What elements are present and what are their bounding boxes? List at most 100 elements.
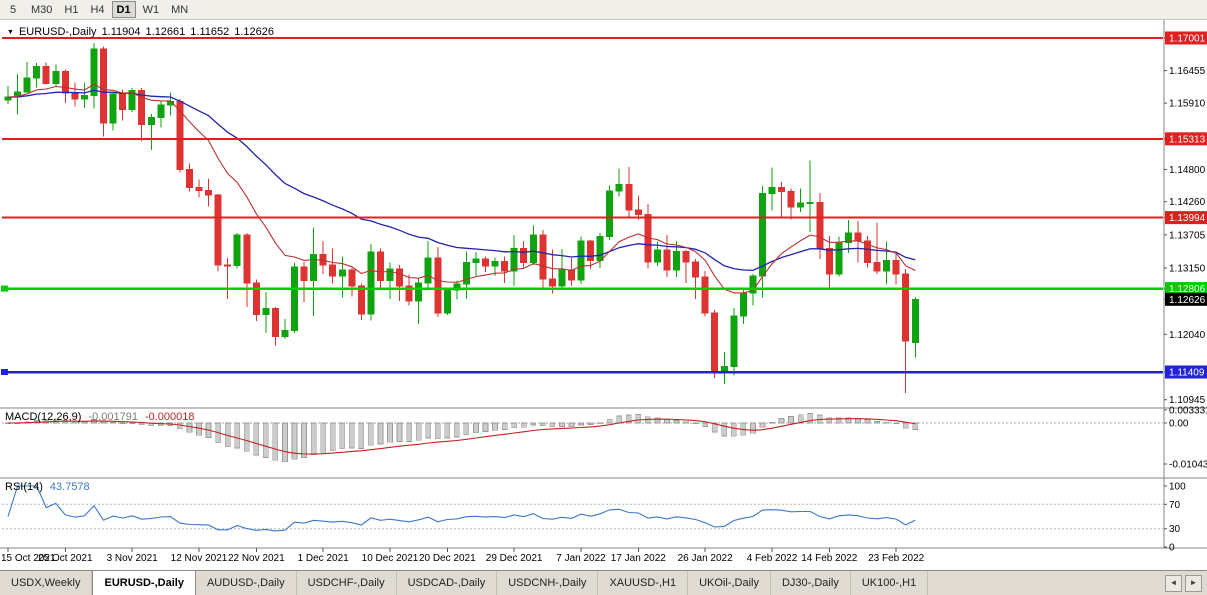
candle-body — [625, 183, 633, 211]
price-chart-svg[interactable]: 1.17001 1.16455 1.15910 1.15313 1.14800 1.142… — [0, 20, 1207, 570]
rsi-axis-label: 30 — [1169, 524, 1181, 535]
macd-bar — [186, 422, 193, 433]
macd-bar — [243, 422, 250, 452]
tabs-scroll-right-button[interactable]: ► — [1185, 574, 1202, 592]
chart-tab-ukoil-daily[interactable]: UKOil-,Daily — [688, 571, 771, 595]
macd-bar — [301, 422, 307, 458]
macd-bar — [874, 421, 880, 424]
candle-body — [529, 234, 537, 264]
candle-body — [453, 283, 461, 291]
price-badge-label: 1.15313 — [1169, 134, 1206, 145]
candle-body — [357, 285, 365, 315]
macd-bar — [387, 422, 393, 443]
candle-body — [673, 250, 680, 271]
timeframe-button-h4[interactable]: H4 — [85, 1, 109, 18]
time-axis-label: 3 Nov 2021 — [107, 553, 159, 564]
candle-body — [758, 192, 766, 277]
candle-body — [138, 90, 146, 126]
candle-body — [634, 209, 642, 215]
candle-body — [491, 260, 499, 267]
candle-body — [806, 201, 814, 204]
candle-body — [787, 191, 795, 208]
timeframe-button-d1[interactable]: D1 — [111, 1, 136, 18]
price-badge-label: 1.13994 — [1169, 213, 1206, 224]
candle-body — [902, 273, 910, 342]
macd-bar — [635, 414, 642, 424]
tabs-scroll-left-button[interactable]: ◄ — [1165, 574, 1182, 592]
candle-body — [911, 298, 919, 343]
macd-bar — [654, 417, 661, 424]
time-axis-label: 10 Dec 2021 — [362, 553, 419, 564]
macd-bar — [358, 422, 365, 449]
macd-bar — [511, 422, 517, 429]
chart-tab-bar: USDX,Weekly EURUSD-,Daily AUDUSD-,Daily USD… — [0, 570, 1207, 595]
candle-body — [883, 259, 891, 272]
macd-bar — [368, 422, 374, 446]
candle-body — [281, 330, 289, 338]
price-axis-label: 1.16455 — [1169, 66, 1206, 77]
macd-bar — [864, 419, 871, 424]
macd-bar — [730, 422, 737, 437]
candle-body — [338, 269, 346, 277]
macd-bar — [664, 419, 670, 424]
candle-body — [482, 258, 489, 267]
candle-body — [109, 93, 117, 124]
macd-bar — [788, 416, 794, 424]
chart-tab-usdchf-daily[interactable]: USDCHF-,Daily — [297, 571, 397, 595]
symbol-dropdown-icon[interactable]: ▼ — [7, 28, 14, 36]
macd-bar — [539, 422, 546, 427]
timeframe-button-5[interactable]: 5 — [2, 1, 24, 18]
macd-bar — [234, 422, 241, 449]
macd-bar — [759, 422, 766, 428]
macd-bar — [549, 422, 556, 427]
candle-body — [720, 366, 728, 372]
chart-area[interactable]: 1.17001 1.16455 1.15910 1.15313 1.14800 1.142… — [0, 20, 1207, 570]
rsi-value: 43.7578 — [49, 481, 90, 493]
price-axis-label: 1.10945 — [1169, 395, 1206, 406]
price-axis-label: 1.13150 — [1169, 264, 1206, 275]
macd-bar — [339, 422, 346, 450]
chart-tab-uk100-h1[interactable]: UK100-,H1 — [851, 571, 929, 595]
time-axis-label: 26 Jan 2022 — [678, 553, 733, 564]
time-axis-label: 22 Nov 2021 — [228, 553, 285, 564]
candle-body — [864, 240, 871, 264]
candle-body — [816, 201, 824, 249]
macd-bar — [625, 414, 632, 424]
macd-bar — [902, 422, 909, 429]
rsi-indicator-label: RSI(14) 43.7578 — [5, 481, 90, 493]
candle-body — [386, 268, 394, 282]
macd-bar — [177, 422, 183, 430]
chart-tab-usdx-weekly[interactable]: USDX,Weekly — [0, 571, 93, 595]
macd-bar — [606, 418, 613, 424]
candle-body — [692, 261, 700, 278]
timeframe-button-h1[interactable]: H1 — [59, 1, 83, 18]
candle-body — [730, 315, 738, 368]
macd-bar — [769, 421, 775, 424]
candle-body — [768, 186, 776, 194]
candle-body — [510, 247, 518, 272]
macd-bar — [721, 422, 728, 437]
macd-bar — [893, 422, 900, 425]
timeframe-button-w1[interactable]: W1 — [138, 1, 165, 18]
macd-bar — [263, 422, 269, 458]
macd-bar — [396, 422, 403, 442]
candle-body — [271, 308, 279, 338]
candle-body — [749, 275, 757, 294]
chart-tab-usdcad-daily[interactable]: USDCAD-,Daily — [397, 571, 498, 595]
chart-tab-xauusd-h1[interactable]: XAUUSD-,H1 — [598, 571, 689, 595]
macd-name: MACD(12,26,9) — [5, 411, 82, 423]
price-axis-label: 1.12040 — [1169, 330, 1206, 341]
timeframe-button-mn[interactable]: MN — [166, 1, 193, 18]
candle-body — [701, 276, 709, 314]
macd-bar — [157, 422, 164, 427]
chart-tab-usdcnh-daily[interactable]: USDCNH-,Daily — [497, 571, 599, 595]
macd-bar — [425, 422, 432, 439]
chart-tab-dj30-daily[interactable]: DJ30-,Daily — [771, 571, 851, 595]
macd-main-value: -0.001791 — [88, 411, 138, 423]
chart-tab-audusd-daily[interactable]: AUDUSD-,Daily — [196, 571, 297, 595]
macd-bar — [138, 422, 145, 426]
chart-tab-eurusd-daily[interactable]: EURUSD-,Daily — [92, 571, 196, 595]
macd-bar — [778, 418, 785, 424]
timeframe-button-m30[interactable]: M30 — [26, 1, 57, 18]
candle-body — [100, 48, 107, 124]
